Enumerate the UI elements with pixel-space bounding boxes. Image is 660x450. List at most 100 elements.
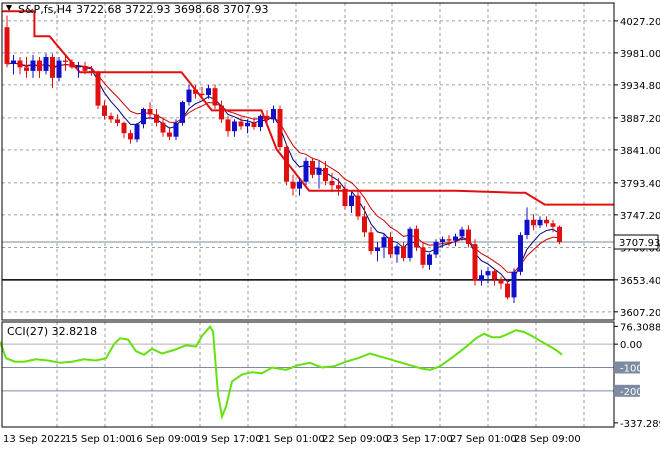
time-tick-label: 19 Sep 17:00 [195, 434, 262, 445]
chart-header: S&P,fs,H4 3722.68 3722.93 3698.68 3707.9… [6, 3, 268, 16]
candle-body-up [537, 219, 543, 226]
candle-body-down [466, 229, 471, 244]
candle-body-up [134, 124, 140, 140]
cci-tick-label: -200 [620, 387, 643, 398]
time-tick-label: 28 Sep 09:00 [514, 434, 581, 445]
candle-body-down [420, 247, 426, 265]
candle-body-down [219, 105, 224, 120]
candle-body-down [544, 219, 549, 224]
candle-body-up [141, 109, 146, 125]
candle-body-down [264, 115, 270, 120]
candle-body-up [375, 247, 380, 251]
candle-body-down [550, 223, 556, 227]
price-tick-label: 3653.40 [620, 276, 660, 287]
candle-body-up [453, 236, 458, 241]
time-tick-label: 22 Sep 09:00 [322, 434, 389, 445]
candle-body-down [95, 72, 101, 106]
candle-body-down [69, 61, 75, 68]
candle-body-up [173, 122, 179, 137]
candle-body-down [225, 119, 231, 132]
supertrend-line [2, 10, 614, 206]
candle-body-down [4, 27, 10, 64]
price-tick-label: 4027.20 [620, 17, 660, 28]
time-tick-label: 13 Sep 2022 [3, 434, 66, 445]
cci-tick-label: -100 [620, 364, 643, 375]
candle-body-down [329, 181, 335, 186]
candle-body-up [76, 66, 81, 68]
price-tick-label: 3841.00 [620, 146, 660, 157]
time-tick-label: 21 Sep 01:00 [258, 434, 325, 445]
candle-body-down [355, 195, 361, 217]
time-tick-label: 23 Sep 17:00 [386, 434, 453, 445]
main-grid [2, 3, 614, 320]
candle-body-up [271, 109, 276, 120]
candle-body-down [277, 109, 283, 148]
candle-body-down [323, 167, 328, 182]
candle-body-up [316, 167, 322, 175]
candle-body-up [297, 181, 302, 189]
candle-body-up [427, 254, 432, 265]
candle-body-down [505, 283, 510, 298]
price-panel-frame [1, 2, 615, 321]
candle-body-up [245, 122, 250, 127]
candle-body-down [63, 60, 68, 62]
candle-body-down [310, 160, 315, 175]
slow-ma-line [6, 62, 560, 273]
candle-body-down [238, 121, 244, 127]
candle-body-down [89, 70, 94, 73]
candle-body-up [381, 237, 387, 248]
candle-body-down [82, 66, 88, 71]
frames [1, 2, 615, 428]
candle-body-down [498, 279, 504, 284]
candle-body-up [459, 229, 465, 237]
symbol-label: S&P,fs,H4 [18, 3, 72, 16]
cci-level-tag [614, 384, 640, 397]
candle-body-down [336, 185, 341, 189]
cci-indicator-label: CCI(27) 32.8218 [7, 325, 97, 338]
candle-body-down [115, 119, 120, 123]
time-tick-label: 16 Sep 09:00 [130, 434, 197, 445]
candle-body-down [557, 226, 562, 242]
candle-body-down [160, 122, 166, 133]
candle-body-down [446, 239, 452, 241]
candle-body-down [368, 232, 374, 251]
price-axis: 4027.20 3981.00 3934.80 3887.20 3841.00 3793.… [613, 17, 660, 319]
cci-panel-frame [1, 321, 615, 428]
candle-body-down [284, 147, 289, 182]
candle-body-down [37, 60, 42, 71]
price-tick-label: 3887.20 [620, 114, 660, 125]
candle-body-up [180, 102, 185, 123]
candle-body-up [433, 242, 439, 255]
candle-body-up [43, 57, 49, 71]
time-tick-label: 15 Sep 01:00 [65, 434, 132, 445]
candle-body-up [30, 60, 36, 71]
collapse-triangle-icon[interactable] [6, 5, 12, 11]
candle-body-down [251, 122, 257, 127]
candle-body-down [212, 88, 218, 106]
candle-body-down [17, 60, 23, 68]
candle-body-up [56, 60, 62, 78]
candle-body-up [440, 239, 445, 242]
candle-body-down [193, 89, 198, 94]
candle-body-up [186, 89, 192, 103]
candle-body-up [479, 275, 484, 281]
candle-body-down [342, 188, 348, 206]
candle-body-up [485, 271, 491, 276]
cci-grid [56, 322, 585, 427]
candle-body-up [518, 235, 523, 272]
candle-body-down [128, 133, 133, 140]
candle-body-down [102, 105, 107, 116]
last-price-tag [613, 234, 659, 250]
ohlc-values: 3722.68 3722.93 3698.68 3707.93 [76, 3, 268, 16]
candle-body-down [472, 244, 478, 281]
candle-body-down [24, 67, 29, 71]
candles [4, 15, 562, 303]
candle-body-down [362, 216, 367, 233]
candle-body-up [511, 271, 517, 298]
candle-body-down [290, 181, 296, 189]
candle-body-up [394, 246, 400, 255]
candle-body-up [303, 160, 309, 182]
candle-body-up [232, 121, 237, 132]
